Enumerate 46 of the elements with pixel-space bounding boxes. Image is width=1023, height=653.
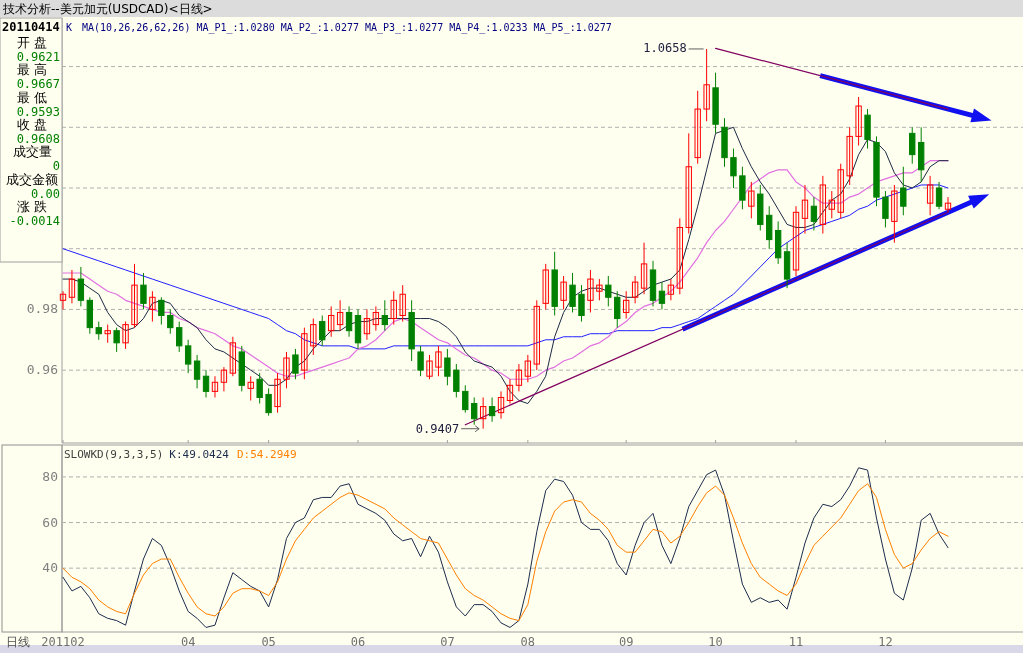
annotation: 20110414 <box>2 20 60 34</box>
annotation: MA_P5_:1.0277 <box>533 22 612 34</box>
annotation: 0.9608 <box>16 131 60 146</box>
text: 最 低 <box>16 89 48 105</box>
x-tick-label: 10 <box>708 635 723 649</box>
annotation: MA_P2_:1.0277 <box>280 22 359 34</box>
annotation: MA_P1_:1.0280 <box>196 22 275 34</box>
annotation: 1.0658 <box>643 40 687 55</box>
text: D:54.2949 <box>236 448 297 461</box>
annotation: 0.00 <box>31 186 60 201</box>
line-series <box>62 126 949 405</box>
annotation: 0.9667 <box>16 77 60 92</box>
x-tick-label: 11 <box>788 635 804 649</box>
x-tick-label: 06 <box>350 635 366 649</box>
text: 成交金额 <box>6 171 58 187</box>
x-tick-label: 07 <box>440 635 455 649</box>
text: 最 高 <box>16 62 48 78</box>
x-tick-label: 05 <box>261 635 276 649</box>
x-tick-label: 201102 <box>41 635 85 649</box>
annotation: MA(10,26,26,62,26) <box>82 22 191 33</box>
annotation: 0.9621 <box>16 50 60 64</box>
text: 收 盘 <box>16 116 48 132</box>
x-tick-label: 04 <box>180 635 196 649</box>
annotation: K <box>66 22 73 33</box>
text: 涨 跌 <box>16 198 48 214</box>
chart-title: 技术分析--美元加元(USDCAD)<日线> <box>2 2 213 16</box>
annotation: 0.9593 <box>16 104 60 119</box>
chart-title: SLOWKD(9,3,3,5) <box>64 448 164 461</box>
annotation: 0 <box>52 159 60 174</box>
line-series <box>62 184 949 350</box>
text: 开 盘 <box>16 35 48 50</box>
y-tick-label: 0.98 <box>26 301 58 317</box>
x-axis-title: 日线 <box>6 635 30 649</box>
x-tick-label: 09 <box>618 635 634 649</box>
x-tick-label: 12 <box>878 635 893 649</box>
y-tick-label: 0.96 <box>26 362 58 378</box>
annotation: MA_P4_:1.0233 <box>449 22 528 34</box>
x-tick-label: 08 <box>520 635 536 649</box>
annotation: MA_P3_:1.0277 <box>364 22 444 34</box>
y-tick-label: 80 <box>42 468 58 484</box>
text: K:49.0424 <box>169 448 230 461</box>
y-tick-label: 40 <box>42 560 58 576</box>
y-tick-label: 60 <box>42 514 58 530</box>
text: 成交量 <box>12 144 52 160</box>
annotation: -0.0014 <box>9 213 60 228</box>
annotation: 0.9407 <box>415 421 460 436</box>
